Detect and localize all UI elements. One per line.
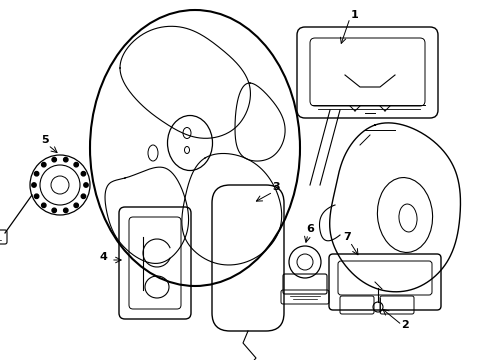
Circle shape xyxy=(74,162,78,167)
Circle shape xyxy=(74,203,78,207)
Circle shape xyxy=(81,171,85,176)
Text: 5: 5 xyxy=(41,135,49,145)
Text: 6: 6 xyxy=(305,224,313,234)
Circle shape xyxy=(52,208,56,212)
Text: 1: 1 xyxy=(350,10,358,20)
Circle shape xyxy=(63,157,68,162)
Text: 4: 4 xyxy=(99,252,107,262)
Circle shape xyxy=(41,203,46,207)
Circle shape xyxy=(41,162,46,167)
Circle shape xyxy=(52,157,56,162)
Circle shape xyxy=(81,194,85,198)
Text: 2: 2 xyxy=(400,320,408,330)
Circle shape xyxy=(83,183,88,187)
Circle shape xyxy=(34,171,39,176)
Text: 7: 7 xyxy=(343,232,350,242)
Circle shape xyxy=(63,208,68,212)
Circle shape xyxy=(32,183,36,187)
Circle shape xyxy=(34,194,39,198)
Text: 3: 3 xyxy=(272,182,279,192)
